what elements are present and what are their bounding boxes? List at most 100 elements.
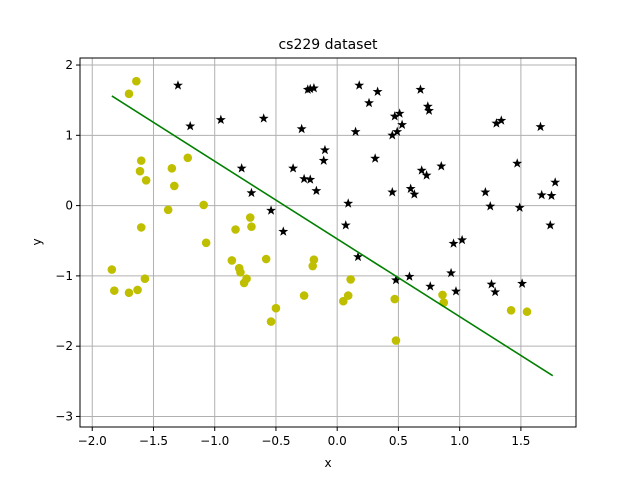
- class0-point: [107, 265, 117, 274]
- class1-point: [490, 286, 501, 297]
- x-axis-label: x: [324, 456, 331, 470]
- class0-point: [227, 256, 237, 265]
- class1-point: [266, 205, 276, 215]
- class1-point: [448, 238, 459, 248]
- class1-point: [173, 80, 183, 90]
- class0-point: [183, 153, 193, 163]
- decision-boundary-line: [111, 95, 554, 377]
- class1-point: [517, 278, 528, 288]
- class0-point: [266, 317, 276, 326]
- class1-point: [394, 108, 405, 118]
- class1-point: [480, 187, 491, 197]
- class1-point: [451, 286, 461, 296]
- class1-point: [387, 130, 398, 140]
- class1-point: [364, 97, 374, 108]
- class1-point: [415, 84, 426, 94]
- class1-point: [424, 105, 434, 115]
- class1-point: [288, 163, 299, 173]
- y-tick-label: −1: [55, 269, 73, 283]
- class0-point: [136, 156, 146, 165]
- class0-point: [438, 290, 447, 300]
- class0-point: [132, 76, 141, 86]
- class1-point: [404, 271, 415, 281]
- class0-point: [236, 268, 245, 277]
- class1-point: [446, 267, 457, 278]
- class1-point: [397, 119, 408, 129]
- class1-point: [305, 174, 316, 184]
- x-tick-label: −1.0: [200, 434, 229, 448]
- class0-points: [107, 76, 532, 345]
- class1-point: [491, 118, 502, 128]
- y-axis-ticks: −3 −2 −1 0 1 2: [55, 58, 80, 423]
- class0-point: [299, 291, 309, 300]
- class0-point: [140, 274, 150, 283]
- class1-point: [299, 173, 310, 184]
- class1-point: [436, 161, 447, 171]
- grid: [80, 58, 576, 427]
- x-tick-label: 0.0: [328, 434, 347, 448]
- class0-point: [133, 285, 142, 295]
- class0-point: [239, 278, 249, 288]
- class1-point: [550, 177, 561, 187]
- class0-point: [163, 205, 173, 215]
- class0-point: [170, 181, 179, 191]
- class0-point: [109, 286, 119, 295]
- class1-point: [409, 189, 420, 199]
- class0-point: [201, 238, 211, 248]
- class1-point: [185, 120, 196, 131]
- class1-point: [485, 201, 496, 211]
- class1-point: [215, 114, 226, 125]
- class1-point: [372, 86, 383, 96]
- class1-point: [387, 187, 398, 197]
- class1-point: [370, 153, 381, 163]
- class0-point: [199, 200, 208, 210]
- class1-point: [405, 183, 416, 193]
- class1-point: [311, 185, 322, 196]
- class1-point: [278, 226, 289, 236]
- class1-point: [246, 187, 257, 198]
- x-tick-label: 1.0: [450, 434, 469, 448]
- class0-point: [247, 222, 256, 231]
- y-tick-label: −3: [55, 409, 73, 423]
- axes-frame: [79, 57, 577, 428]
- y-tick-label: −2: [55, 339, 73, 353]
- class1-point: [340, 220, 351, 230]
- class1-point: [422, 101, 433, 111]
- class1-point: [514, 202, 525, 212]
- x-tick-label: 0.5: [389, 434, 408, 448]
- class1-point: [319, 144, 330, 155]
- decision-boundary: [111, 95, 554, 377]
- class0-point: [124, 89, 134, 99]
- x-tick-label: −1.5: [139, 434, 168, 448]
- class1-point: [353, 251, 363, 262]
- class0-point: [245, 213, 255, 222]
- class1-point: [258, 113, 269, 123]
- class1-point: [236, 163, 247, 173]
- class0-point: [522, 307, 532, 317]
- class0-point: [339, 296, 348, 306]
- class0-point: [136, 223, 146, 232]
- class0-point: [506, 306, 516, 315]
- class1-point: [350, 126, 361, 137]
- class0-point: [271, 303, 281, 313]
- class1-point: [296, 123, 307, 134]
- class1-point: [546, 190, 557, 200]
- class0-point: [343, 291, 353, 300]
- class0-point: [390, 294, 400, 304]
- class0-point: [124, 288, 134, 298]
- y-tick-label: 2: [65, 58, 73, 72]
- class1-point: [421, 170, 432, 180]
- class0-point: [346, 275, 355, 284]
- class0-point: [261, 254, 271, 264]
- class1-point: [535, 121, 546, 132]
- class1-point: [496, 115, 507, 125]
- class0-point: [308, 261, 317, 271]
- class1-point: [354, 80, 365, 90]
- class1-point: [486, 279, 497, 289]
- y-tick-label: 1: [65, 128, 73, 142]
- x-axis-ticks: −2.0 −1.5 −1.0 −0.5 0.0 0.5 1.0 1.5: [78, 427, 530, 448]
- x-tick-label: 1.5: [511, 434, 530, 448]
- class0-point: [391, 336, 401, 345]
